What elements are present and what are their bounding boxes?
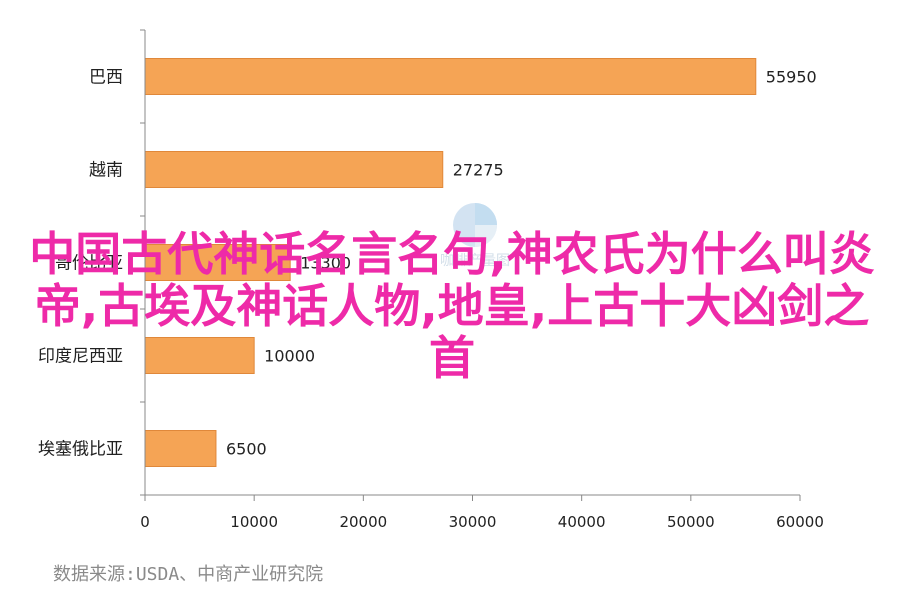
watermark-text: 咖啡产量图 (440, 253, 510, 269)
bar (144, 337, 255, 374)
bar (144, 151, 444, 188)
labels-layer: 巴西 55950 越南 27275 哥伦比亚 13300 印度尼西亚 10000 埃塞俄比亚 65… (38, 68, 824, 532)
x-tick-label: 60000 (776, 513, 824, 531)
x-tick-label: 10000 (230, 513, 278, 531)
x-tick-label: 30000 (449, 513, 497, 531)
x-tick-label: 20000 (339, 513, 387, 531)
data-label: 55950 (766, 68, 817, 87)
x-tick-label: 0 (140, 513, 150, 531)
bar (144, 244, 291, 281)
bar (144, 58, 757, 95)
category-label: 哥伦比亚 (55, 254, 123, 274)
axis-layer (140, 29, 801, 501)
data-label: 10000 (264, 347, 315, 366)
watermark-logo-icon: 咖啡产量图 (440, 203, 510, 269)
category-label: 越南 (89, 161, 123, 181)
bars-layer (144, 58, 757, 467)
x-tick-label: 40000 (558, 513, 606, 531)
watermark: 咖啡产量图 (430, 195, 560, 309)
data-label: 27275 (453, 161, 504, 180)
x-tick-label: 50000 (667, 513, 715, 531)
overlay-title: 中国古代神话名言名句,神农氏为什么叫炎帝,古埃及神话人物,地皇,上古十大凶剑之首 (29, 227, 875, 385)
category-label: 印度尼西亚 (38, 347, 123, 367)
category-label: 巴西 (89, 68, 123, 88)
category-label: 埃塞俄比亚 (38, 440, 123, 460)
data-label: 13300 (300, 254, 351, 273)
bar (144, 430, 217, 467)
data-label: 6500 (226, 440, 267, 459)
source-note: 数据来源:USDA、中商产业研究院 (53, 564, 324, 585)
